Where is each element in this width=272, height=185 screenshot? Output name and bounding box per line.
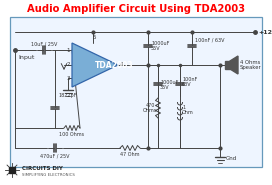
Text: 3: 3 (66, 75, 70, 80)
Text: Gnd: Gnd (226, 156, 237, 161)
Text: 4 Ohms
Speaker: 4 Ohms Speaker (240, 60, 262, 70)
Text: 1000uF
35V: 1000uF 35V (160, 80, 178, 90)
Text: 470
Ohms: 470 Ohms (143, 103, 157, 113)
Text: 1: 1 (66, 48, 70, 53)
Text: +12V: +12V (258, 29, 272, 34)
Bar (225, 61, 230, 69)
Text: 1000uF
35V: 1000uF 35V (151, 41, 169, 51)
Text: Audio Amplifier Circuit Using TDA2003: Audio Amplifier Circuit Using TDA2003 (27, 4, 245, 14)
Text: Input: Input (18, 56, 34, 60)
Text: 100 Ohms: 100 Ohms (60, 132, 85, 137)
Text: 2: 2 (66, 63, 70, 68)
Text: CIRCUITS DIY: CIRCUITS DIY (22, 166, 63, 171)
Polygon shape (72, 43, 118, 87)
Polygon shape (230, 56, 238, 74)
Text: 10uF / 25V: 10uF / 25V (31, 41, 57, 46)
Text: TDA2003: TDA2003 (95, 61, 134, 70)
Text: SIMPLIFYING ELECTRONICS: SIMPLIFYING ELECTRONICS (22, 173, 75, 177)
Text: 5: 5 (92, 35, 96, 40)
Text: 47 Ohm: 47 Ohm (120, 152, 140, 157)
Text: 1822pF: 1822pF (58, 93, 76, 98)
FancyBboxPatch shape (10, 17, 262, 167)
Text: 100nF / 63V: 100nF / 63V (195, 38, 224, 43)
Text: 470uF / 25V: 470uF / 25V (40, 154, 70, 159)
Text: 1
Ohm: 1 Ohm (182, 105, 194, 115)
Text: 100nF
63V: 100nF 63V (182, 77, 197, 87)
Text: 4: 4 (120, 63, 123, 68)
Bar (9, 167, 15, 173)
